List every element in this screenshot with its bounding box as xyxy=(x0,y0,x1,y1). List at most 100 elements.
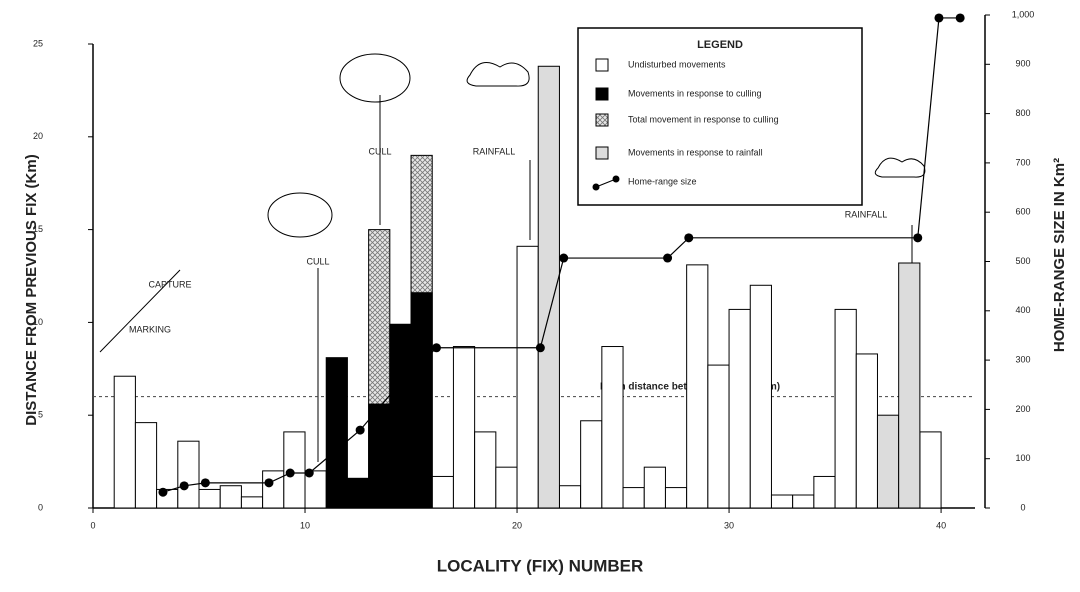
bar xyxy=(219,485,242,509)
bar xyxy=(792,494,815,509)
point xyxy=(355,425,365,435)
bar xyxy=(346,477,370,509)
legend-swatch xyxy=(595,113,609,127)
x-tick-label: 10 xyxy=(300,520,310,530)
point xyxy=(304,468,314,478)
line xyxy=(162,17,961,493)
x-tick-label: 40 xyxy=(936,520,946,530)
y-tick-label: 15 xyxy=(33,224,43,234)
point xyxy=(663,253,673,263)
bar xyxy=(325,357,348,509)
annotation: RAINFALL xyxy=(845,209,888,219)
y2-tick-label: 800 xyxy=(1015,108,1030,118)
y2-tick-label: 300 xyxy=(1015,354,1030,364)
point xyxy=(684,233,694,243)
bar xyxy=(495,466,518,509)
point xyxy=(431,343,441,353)
annotation: CAPTURE xyxy=(148,279,191,289)
legend-label: Movements in response to rainfall xyxy=(628,147,763,157)
y-axis-title: DISTANCE FROM PREVIOUS FIX (Km) xyxy=(23,154,40,425)
legend-label: Undisturbed movements xyxy=(628,59,726,69)
legend-box xyxy=(577,27,863,206)
y2-axis-title: HOME-RANGE SIZE IN Km² xyxy=(1051,158,1068,352)
y-tick-label: 20 xyxy=(33,131,43,141)
bar xyxy=(431,475,454,509)
bar xyxy=(262,470,285,509)
legend-swatch xyxy=(595,87,609,101)
bar xyxy=(898,262,921,509)
bar xyxy=(686,264,709,509)
legend-label: Total movement in response to culling xyxy=(628,114,779,124)
point xyxy=(913,233,923,243)
legend-label: Movements in response to culling xyxy=(628,88,762,98)
point xyxy=(934,13,944,23)
y2-tick-label: 1,000 xyxy=(1012,9,1035,19)
bar xyxy=(198,488,221,509)
bar xyxy=(664,487,688,509)
bar xyxy=(770,494,794,509)
bar xyxy=(919,431,942,509)
point xyxy=(285,468,295,478)
x-tick-label: 20 xyxy=(512,520,522,530)
bar xyxy=(452,346,476,509)
point xyxy=(179,481,189,491)
bar xyxy=(177,440,200,509)
y-tick-label: 10 xyxy=(33,317,43,327)
legend-title: LEGEND xyxy=(697,39,743,51)
annotation: MARKING xyxy=(129,324,171,334)
bar xyxy=(537,65,560,509)
legend-swatch xyxy=(595,58,609,72)
bar xyxy=(474,431,497,509)
y2-tick-label: 700 xyxy=(1015,157,1030,167)
x-tick-label: 0 xyxy=(90,520,95,530)
point xyxy=(158,487,168,497)
bar xyxy=(389,323,412,509)
bar xyxy=(813,475,836,509)
point xyxy=(535,343,545,353)
legend-label: Home-range size xyxy=(628,176,697,186)
y-tick-label: 25 xyxy=(33,38,43,48)
y2-tick-label: 900 xyxy=(1015,59,1030,69)
bar xyxy=(643,466,666,509)
legend-swatch xyxy=(592,183,600,191)
bar xyxy=(834,308,857,509)
bar xyxy=(283,431,306,509)
bar xyxy=(558,485,582,509)
bar xyxy=(707,364,730,509)
legend-swatch xyxy=(595,146,609,160)
bar xyxy=(134,422,158,509)
annotation: CULL xyxy=(368,146,391,156)
bar xyxy=(876,414,900,509)
bar xyxy=(622,487,645,509)
bar xyxy=(749,284,772,509)
point xyxy=(200,478,210,488)
annotation: RAINFALL xyxy=(473,146,516,156)
point xyxy=(559,253,569,263)
legend-swatch xyxy=(612,175,620,183)
bar xyxy=(855,353,878,509)
bar xyxy=(728,308,751,509)
y-tick-label: 0 xyxy=(38,502,43,512)
y2-tick-label: 600 xyxy=(1015,207,1030,217)
bar xyxy=(113,375,136,509)
x-tick-label: 30 xyxy=(724,520,734,530)
bar xyxy=(368,403,391,509)
point xyxy=(264,478,274,488)
annotation-arrows xyxy=(99,53,926,462)
bar xyxy=(410,292,433,509)
point xyxy=(955,13,965,23)
y2-tick-label: 0 xyxy=(1020,502,1025,512)
y-tick-label: 5 xyxy=(38,410,43,420)
y2-tick-label: 100 xyxy=(1015,453,1030,463)
legend-swatch xyxy=(595,178,617,188)
y2-tick-label: 400 xyxy=(1015,305,1030,315)
y2-tick-label: 200 xyxy=(1015,404,1030,414)
bar xyxy=(580,420,603,509)
bar xyxy=(240,496,264,509)
bar xyxy=(601,346,624,509)
bar xyxy=(516,245,539,509)
point xyxy=(393,380,403,390)
y2-tick-label: 500 xyxy=(1015,256,1030,266)
annotation: CULL xyxy=(306,256,329,266)
